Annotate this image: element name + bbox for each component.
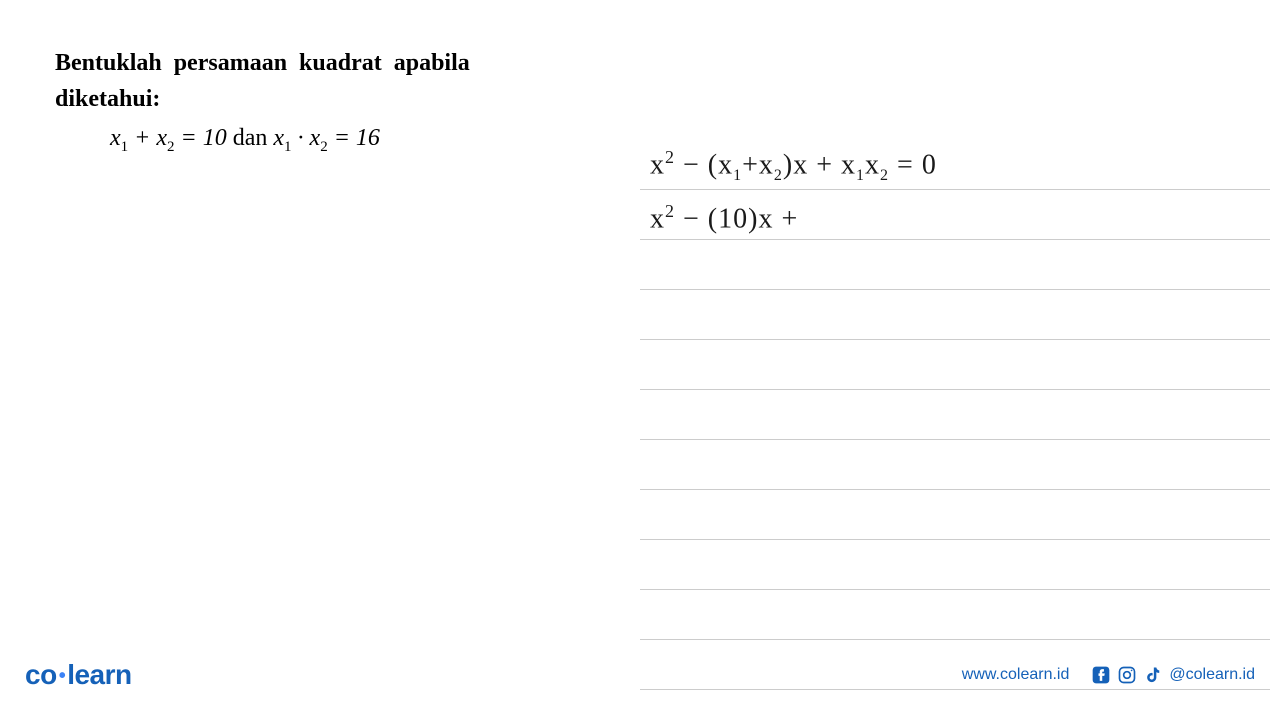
facebook-icon [1091,665,1111,685]
problem-equation: x1 + x2 = 10 dan x1 · x2 = 16 [110,125,595,156]
problem-area: Bentuklah persamaan kuadrat apabila dike… [55,45,595,156]
footer-right: www.colearn.id @colearn.id [962,665,1255,685]
social-icons: @colearn.id [1091,665,1255,685]
instagram-icon [1117,665,1137,685]
social-handle: @colearn.id [1169,666,1255,684]
ruled-line [640,390,1270,440]
eq-x1b: x1 [273,125,291,151]
ruled-line: x2 − (10)x + [640,190,1270,240]
work-area: x2 − (x1+x2)x + x1x2 = 0 x2 − (10)x + [640,140,1270,690]
ruled-line [640,440,1270,490]
problem-title: Bentuklah persamaan kuadrat apabila dike… [55,45,595,117]
title-line-2: diketahui: [55,86,160,112]
handwriting-line-1: x2 − (x1+x2)x + x1x2 = 0 [650,147,937,185]
brand-logo: co•learn [25,659,132,691]
website-url: www.colearn.id [962,666,1070,684]
ruled-line [640,240,1270,290]
ruled-line: x2 − (x1+x2)x + x1x2 = 0 [640,140,1270,190]
eq-x2b: x2 [310,125,328,151]
handwriting-line-2: x2 − (10)x + [650,201,798,235]
ruled-line [640,490,1270,540]
title-line-1: Bentuklah persamaan kuadrat apabila [55,50,470,76]
logo-part-1: co [25,659,57,690]
tiktok-icon [1143,665,1163,685]
ruled-line [640,540,1270,590]
logo-dot-icon: • [57,665,68,687]
ruled-line [640,290,1270,340]
footer: co•learn www.colearn.id @colearn.id [0,655,1280,695]
eq-x1: x1 [110,125,128,151]
eq-x2: x2 [156,125,174,151]
ruled-line [640,340,1270,390]
ruled-line [640,590,1270,640]
logo-part-2: learn [67,659,131,690]
